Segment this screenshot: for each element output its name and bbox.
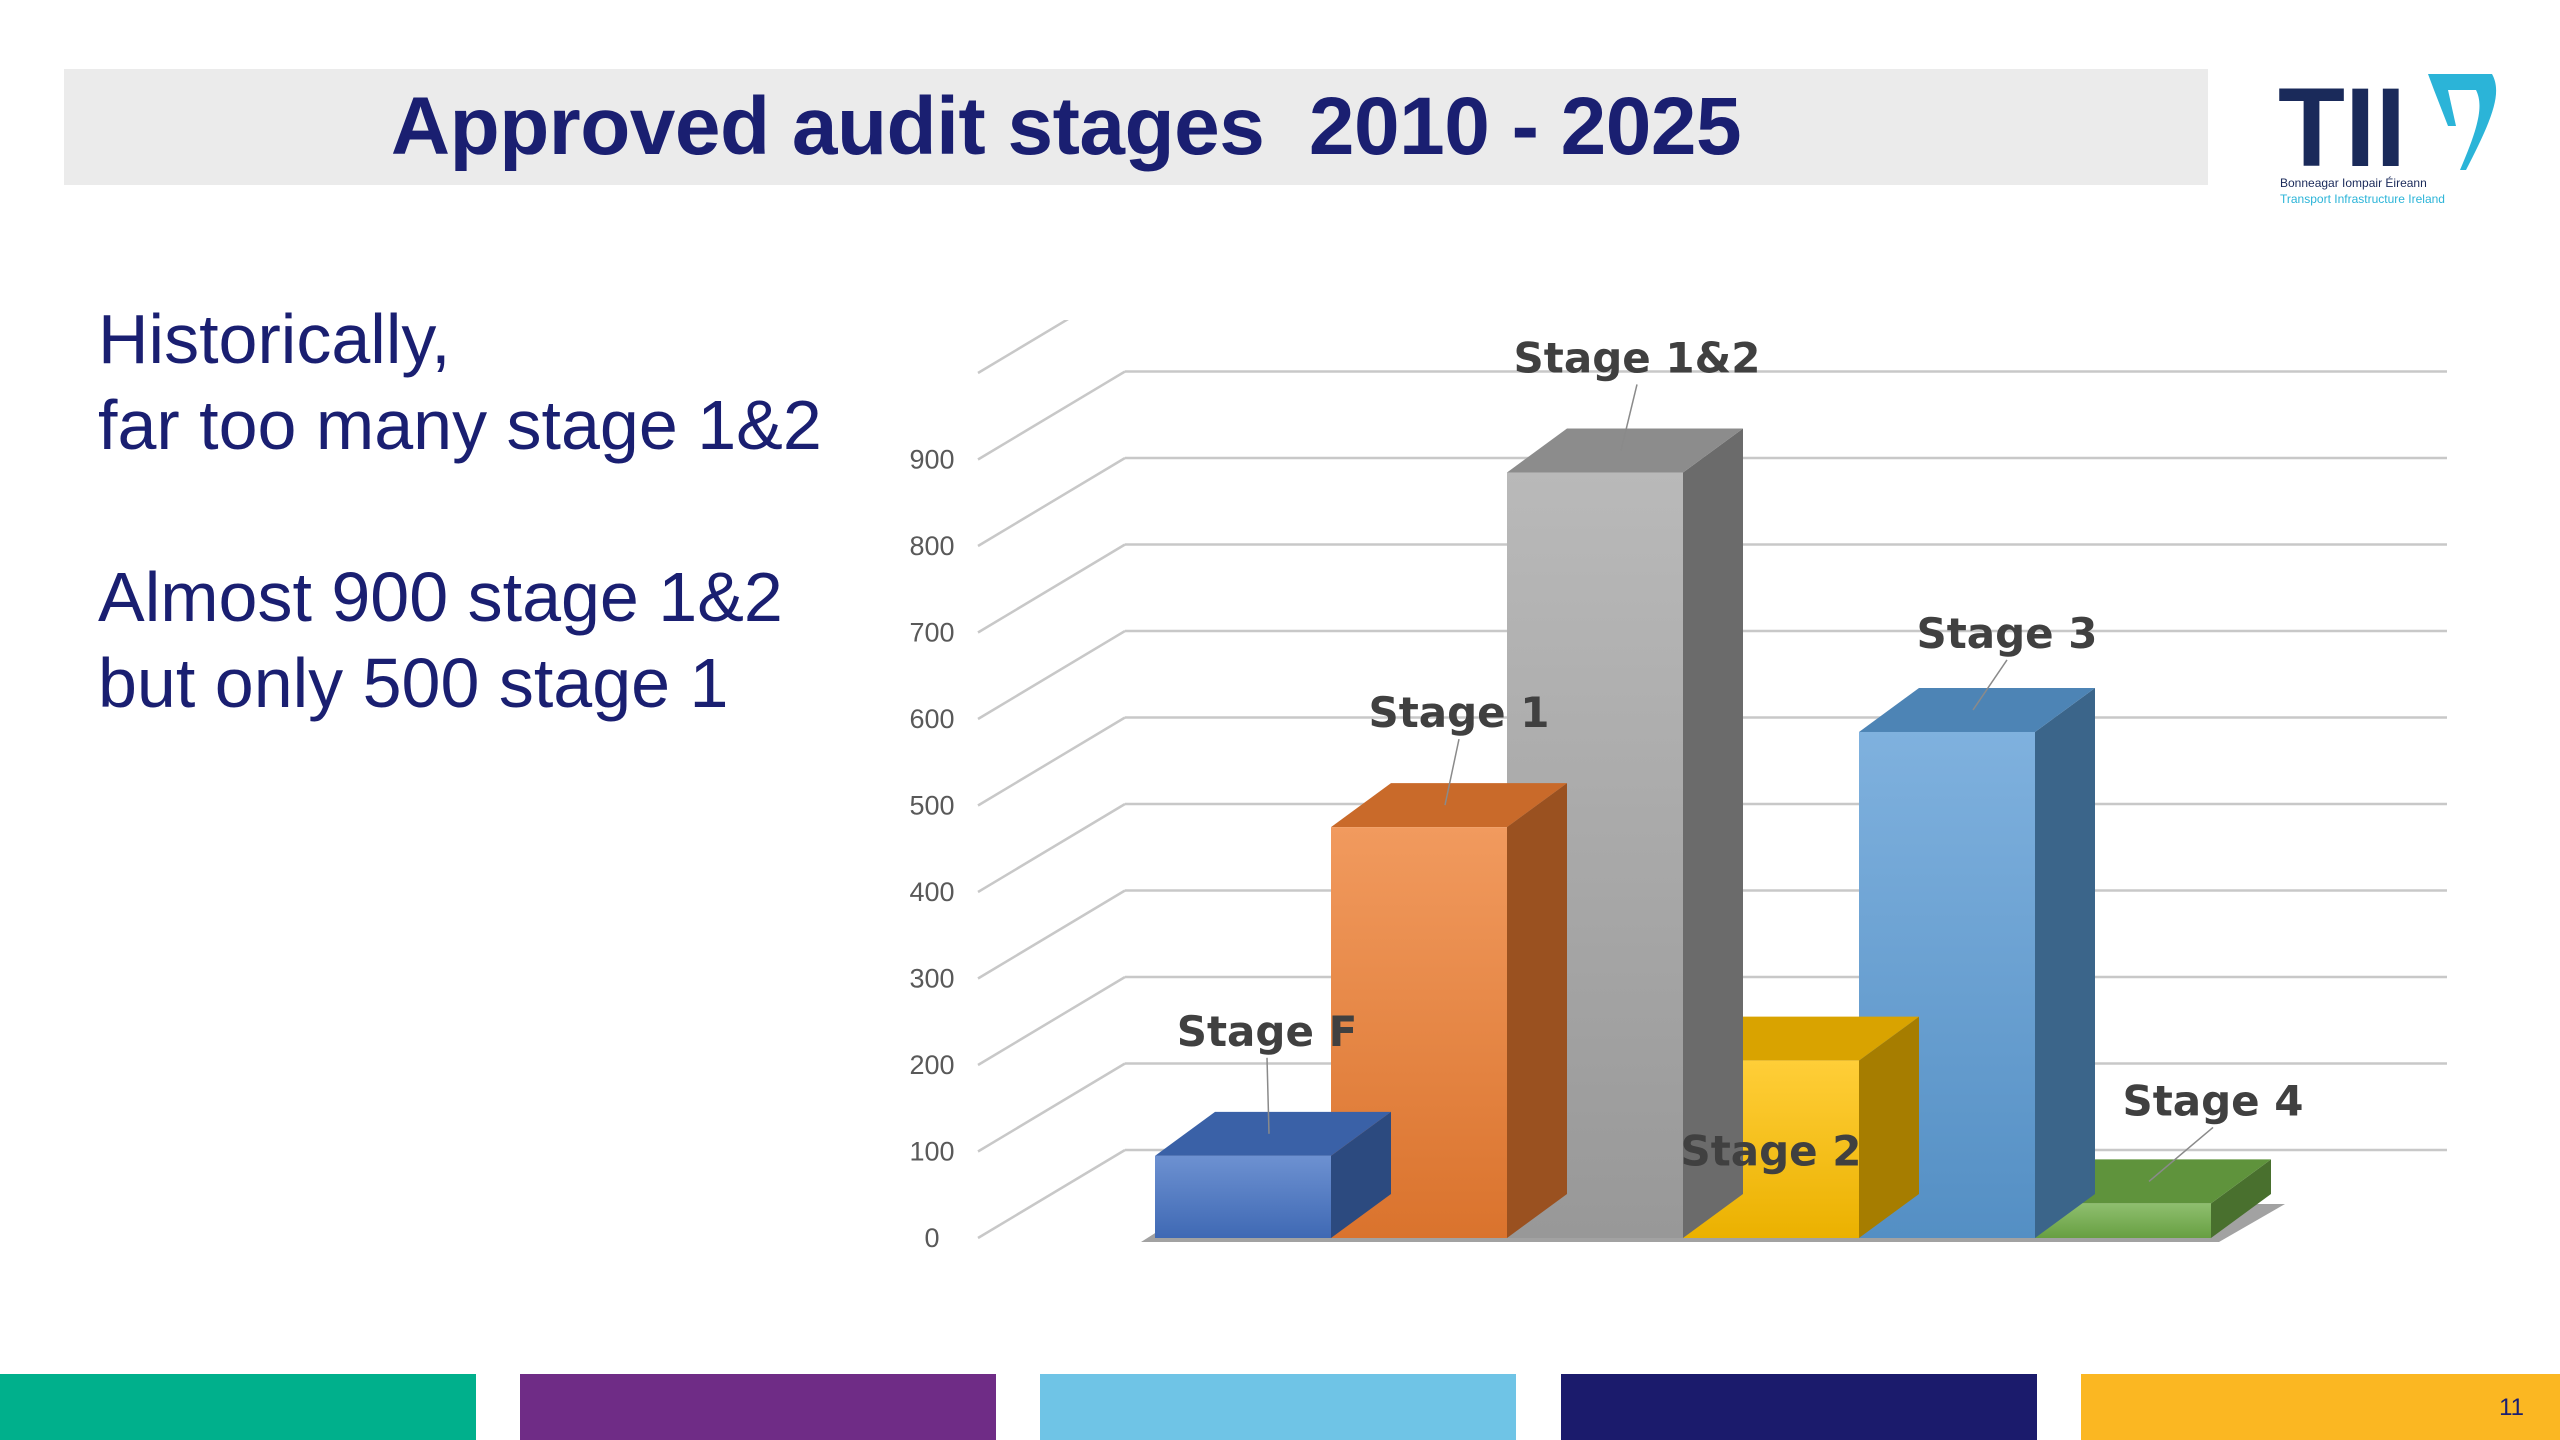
data-label: Stage F — [1177, 1007, 1358, 1056]
gridline-side — [977, 456, 1126, 548]
y-tick-label: 700 — [909, 618, 954, 648]
bar-chart: 0 100 200 300 400 500 600 700 800 900 Stage F Stage… — [909, 320, 2447, 1253]
leader-line — [2148, 1126, 2214, 1182]
footer-stripe-navy — [1561, 1374, 2037, 1440]
gridline-side — [977, 1148, 1126, 1240]
body-line: Historically, — [98, 300, 451, 378]
data-label: Stage 2 — [1680, 1126, 1861, 1175]
gridline-side — [977, 543, 1126, 634]
paragraph-historically: Historically, far too many stage 1&2 — [98, 296, 878, 468]
body-line: Almost 900 stage 1&2 — [98, 558, 783, 636]
body-line: but only 500 stage 1 — [98, 644, 729, 722]
tii-logo: TII — [2278, 65, 2497, 190]
y-tick-label: 800 — [909, 531, 954, 561]
leader-line — [1266, 1057, 1270, 1134]
bar-top — [1331, 783, 1567, 828]
gridline-side — [977, 370, 1126, 461]
data-label: Stage 4 — [2122, 1076, 2303, 1125]
bar-side — [1331, 1111, 1391, 1238]
bar-top — [1859, 687, 2095, 732]
y-tick-label: 0 — [924, 1223, 939, 1253]
footer-stripe-purple — [520, 1374, 996, 1440]
body-line: far too many stage 1&2 — [98, 386, 822, 464]
y-tick-label: 200 — [909, 1050, 954, 1080]
gridline-side — [977, 716, 1126, 807]
bar-top — [1507, 428, 1743, 473]
bar-side — [1507, 783, 1567, 1238]
slide-title: Approved audit stages 2010 - 2025 — [390, 81, 1742, 172]
logo-tagline-irish: Bonneagar Iompair Éireann — [2280, 176, 2427, 190]
title-bar: Approved audit stages 2010 - 2025 — [64, 69, 2208, 185]
page-number: 11 — [2499, 1394, 2524, 1421]
data-label: Stage 1 — [1368, 688, 1549, 737]
bars — [1155, 428, 2271, 1239]
gridline-side — [977, 802, 1126, 894]
paragraph-almost-900: Almost 900 stage 1&2 but only 500 stage … — [98, 554, 878, 726]
logo-tagline-english: Transport Infrastructure Ireland — [2280, 192, 2445, 206]
bar-side — [2211, 1159, 2271, 1238]
bar-front — [1155, 1155, 1331, 1238]
gridline-side — [977, 629, 1126, 721]
data-label: Stage 1&2 — [1514, 333, 1761, 382]
bar-stage-f — [1155, 1111, 1391, 1238]
footer-stripe-light-blue — [1040, 1374, 1516, 1440]
bar-side — [2035, 687, 2095, 1238]
leader-line — [1444, 738, 1460, 806]
gridline-side — [977, 1062, 1126, 1153]
data-label: Stage 3 — [1916, 609, 2097, 658]
body-text: Historically, far too many stage 1&2 Alm… — [98, 296, 878, 726]
y-tick-label: 900 — [909, 445, 954, 475]
bar-side — [1683, 428, 1743, 1239]
logo-letters: TII — [2278, 65, 2406, 190]
footer-stripe-yellow — [2081, 1374, 2560, 1440]
y-tick-label: 400 — [909, 877, 954, 907]
footer-stripe-green — [0, 1374, 476, 1440]
harp-icon — [2428, 74, 2497, 170]
leader-line — [1620, 384, 1638, 451]
gridline-side — [977, 975, 1126, 1067]
y-tick-label: 100 — [909, 1137, 954, 1167]
y-tick-label: 600 — [909, 704, 954, 734]
gridline-side — [977, 889, 1126, 980]
y-tick-label: 300 — [909, 964, 954, 994]
bar-stage-3 — [1859, 687, 2095, 1238]
bar-top — [1155, 1111, 1391, 1156]
bar-side — [1859, 1016, 1919, 1238]
leader-line — [1972, 659, 2008, 711]
y-tick-label: 500 — [909, 791, 954, 821]
gridline-side — [977, 320, 1069, 375]
